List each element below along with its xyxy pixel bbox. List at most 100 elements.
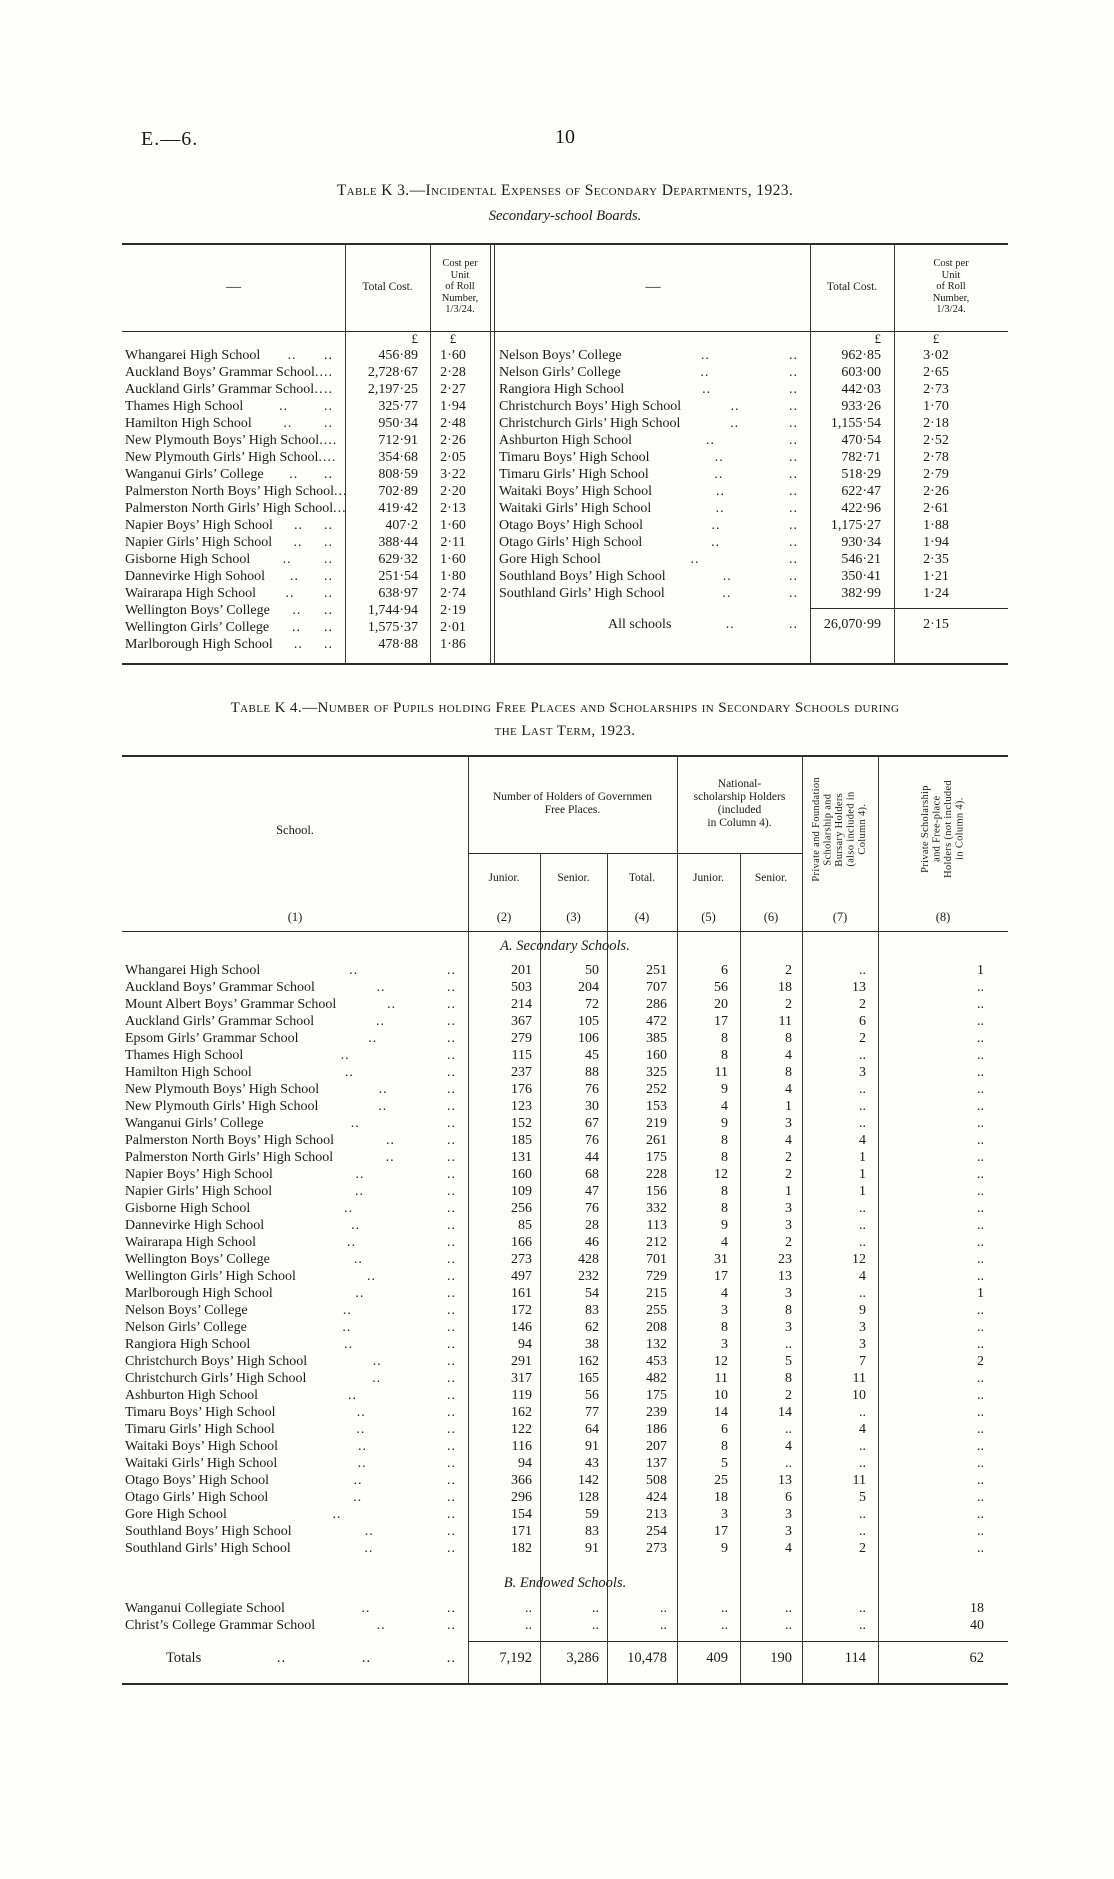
cell-private-foundation: .. — [859, 1455, 866, 1471]
cell-private-foundation: 12 — [852, 1251, 866, 1267]
k4-secondary-schools-rows: Whangarei High School .. .. 201 50 251 6… — [122, 962, 1008, 1557]
cell-private-free-place: .. — [977, 1387, 984, 1403]
cell-gov-junior: 94 — [518, 1336, 532, 1352]
cost-per-unit-cell: 3·22 — [440, 466, 466, 482]
cell-gov-senior: .. — [592, 1600, 599, 1616]
cell-gov-junior: 94 — [518, 1455, 532, 1471]
cell-gov-senior: 38 — [585, 1336, 599, 1352]
cell-national-junior: 8 — [721, 1200, 728, 1216]
total-cost-cell: 782·71 — [841, 449, 881, 465]
cell-gov-senior: 67 — [585, 1115, 599, 1131]
dot-leader: .. — [357, 1455, 367, 1471]
dot-leader: .. — [702, 381, 712, 397]
dot-leader: .. — [446, 1030, 456, 1046]
cell-private-foundation: 6 — [859, 1013, 866, 1029]
school-name-cell: Christchurch Girls’ High School .. .. — [122, 1371, 468, 1387]
table-row: Palmerston North Boys’ High School .. ..… — [122, 1132, 1008, 1149]
k4-header-national-scholarship-group: National- scholarship Holders (included … — [693, 778, 786, 829]
dot-leader: .. — [318, 449, 328, 465]
dot-leader: .. — [447, 1387, 456, 1403]
cell-gov-junior: 85 — [518, 1217, 532, 1233]
dot-leader: .. — [714, 466, 724, 482]
school-name: Napier Boys’ High School — [125, 517, 273, 533]
dot-leader: .. — [446, 1421, 456, 1437]
cost-per-unit-cell: 2·48 — [440, 415, 466, 431]
total-cost-cell: 388·44 — [378, 534, 418, 550]
school-name-cell: Waitaki Girls’ High School .. .. — [122, 1456, 468, 1472]
dot-leader: .. — [344, 1200, 354, 1216]
cell-national-senior: 3 — [785, 1115, 792, 1131]
cell-private-foundation: 1 — [859, 1149, 866, 1165]
school-name: Dannevirke High Sohool — [125, 568, 265, 584]
school-name: Napier Girls’ High School — [125, 1183, 273, 1199]
cell-national-senior: 4 — [785, 1540, 792, 1556]
cell-national-senior: 11 — [778, 1013, 792, 1029]
k3-right-half: £ £ Nelson Boys’ College .. .. 962·85 3·… — [496, 331, 1008, 633]
cell-private-foundation: 2 — [859, 1540, 866, 1556]
total-cost-cell: 1,155·54 — [830, 415, 881, 431]
school-name-cell: Timaru Girls’ High School .. .. — [122, 1422, 468, 1438]
table-row: Epsom Girls’ Grammar School .. .. 279 10… — [122, 1030, 1008, 1047]
cell-gov-junior: 119 — [511, 1387, 532, 1403]
school-name-cell: Waitaki Boys’ High School .. .. — [496, 484, 810, 500]
table-row: Napier Girls’ High School .. .. 388·44 2… — [122, 534, 490, 551]
k3-pound-row: £ £ — [496, 331, 1008, 347]
school-name-cell: Timaru Boys’ High School .. .. — [496, 450, 810, 466]
school-name-cell: Otago Girls’ High School .. .. — [496, 535, 810, 551]
table-rule-horizontal — [468, 853, 802, 854]
cell-private-foundation: 11 — [852, 1472, 866, 1488]
school-name: Palmerston North Girls’ High School — [125, 500, 334, 516]
dot-leader: .. — [447, 1064, 456, 1080]
cell-gov-senior-total: 3,286 — [566, 1650, 599, 1666]
cell-national-junior: 12 — [714, 1166, 728, 1182]
cell-national-senior-total: 190 — [770, 1650, 792, 1666]
cell-gov-senior: 428 — [578, 1251, 599, 1267]
school-name: Auckland Girls’ Grammar School — [125, 1013, 315, 1029]
cell-gov-senior: 77 — [585, 1404, 599, 1420]
dot-leader: .. — [446, 1115, 456, 1131]
cell-national-junior: 8 — [721, 1438, 728, 1454]
dot-leader: .. — [353, 1472, 363, 1488]
cell-private-foundation: 3 — [859, 1064, 866, 1080]
table-rule-vertical — [810, 243, 811, 663]
column-number: (1) — [287, 909, 303, 924]
school-name: Napier Boys’ High School — [125, 1166, 273, 1182]
cell-private-free-place: .. — [977, 1523, 984, 1539]
school-name: Wairarapa High School — [125, 585, 257, 601]
cell-gov-junior: 166 — [511, 1234, 532, 1250]
dot-leader: .. — [333, 500, 343, 516]
dot-leader: .. — [282, 551, 292, 567]
cell-gov-total: 472 — [646, 1013, 667, 1029]
cell-gov-senior: 54 — [585, 1285, 599, 1301]
dot-leader: .. — [366, 1268, 376, 1284]
dot-leader: .. — [385, 1149, 395, 1165]
cell-gov-total: 156 — [646, 1183, 667, 1199]
cell-national-senior: 1 — [785, 1098, 792, 1114]
dot-leader: .. — [447, 1319, 456, 1335]
dot-leader: .. — [789, 398, 798, 414]
total-cost-cell: 422·96 — [841, 500, 881, 516]
school-name-cell: Christ’s College Grammar School .. .. — [122, 1618, 468, 1634]
cell-national-junior: 5 — [721, 1455, 728, 1471]
cell-gov-total: .. — [660, 1600, 667, 1616]
school-name-cell: Rangiora High School .. .. — [122, 1337, 468, 1353]
dot-leader: .. — [324, 585, 333, 601]
school-name: Napier Girls’ High School — [125, 534, 273, 550]
dot-leader: .. — [788, 500, 798, 516]
pound-sign: £ — [932, 331, 940, 346]
dot-leader: .. — [324, 364, 333, 380]
dot-leader: .. — [788, 534, 798, 550]
column-number: (8) — [935, 909, 951, 924]
cell-gov-total: 286 — [646, 996, 667, 1012]
school-name: Nelson Girls’ College — [125, 1319, 247, 1335]
table-row: Wanganui Girls’ College .. .. 152 67 219… — [122, 1115, 1008, 1132]
school-name-cell: Wairarapa High School .. .. — [122, 1235, 468, 1251]
school-name: Wanganui Girls’ College — [125, 466, 264, 482]
dot-leader: .. — [324, 381, 333, 397]
dot-leader: .. — [446, 1251, 456, 1267]
school-name: Gore High School — [499, 551, 601, 567]
total-cost-cell: 930·34 — [841, 534, 881, 550]
cell-gov-total: 701 — [646, 1251, 667, 1267]
school-name: Timaru Boys’ High School — [499, 449, 650, 465]
cell-national-junior: 9 — [721, 1081, 728, 1097]
